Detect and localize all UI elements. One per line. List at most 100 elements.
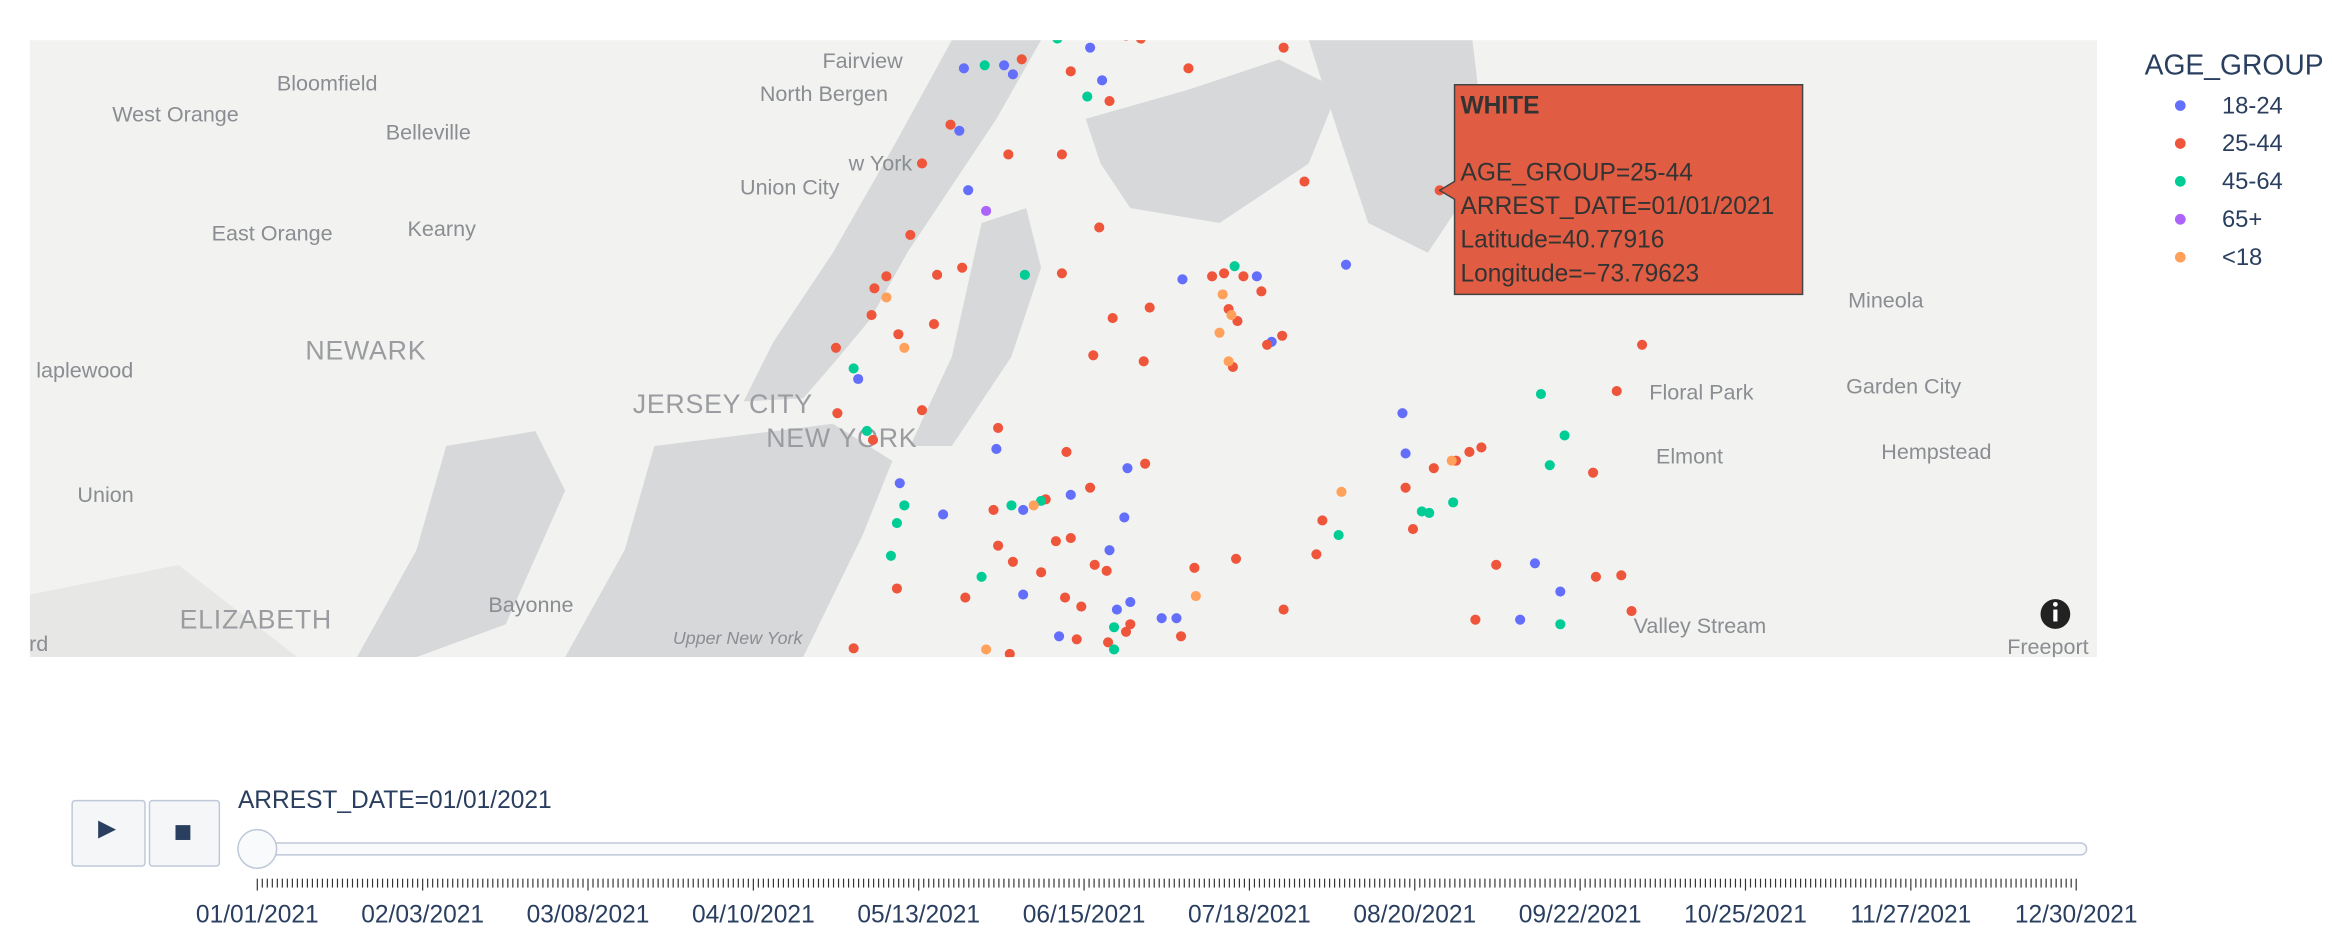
map-point[interactable]: [830, 342, 842, 353]
map-point[interactable]: [958, 63, 969, 74]
map-point[interactable]: [932, 269, 943, 280]
map-point[interactable]: [866, 310, 877, 321]
map-point[interactable]: [1515, 614, 1526, 625]
map-point[interactable]: [899, 500, 910, 511]
map-point[interactable]: [1056, 268, 1067, 279]
map-point[interactable]: [954, 125, 965, 136]
map-point[interactable]: [1120, 626, 1132, 637]
map-point[interactable]: [1061, 446, 1072, 458]
map-point[interactable]: [905, 229, 916, 240]
map-point[interactable]: [893, 329, 904, 340]
map-point[interactable]: [988, 504, 999, 515]
map-point[interactable]: [1125, 619, 1136, 630]
map-point[interactable]: [945, 119, 956, 130]
legend-marker[interactable]: [2174, 138, 2186, 149]
map-point[interactable]: [1018, 504, 1029, 515]
map-point[interactable]: [960, 592, 971, 603]
map-point[interactable]: [1121, 31, 1131, 41]
map-point[interactable]: [861, 425, 873, 436]
map-point[interactable]: [1156, 613, 1167, 624]
map-point[interactable]: [1175, 631, 1187, 642]
map-point[interactable]: [979, 60, 990, 71]
map-point[interactable]: [1626, 606, 1637, 617]
map-point[interactable]: [1111, 604, 1122, 615]
map-point[interactable]: [832, 408, 843, 419]
map-point[interactable]: [1101, 565, 1112, 576]
map-point[interactable]: [1125, 596, 1136, 608]
map-point[interactable]: [1071, 634, 1082, 645]
map-point[interactable]: [891, 518, 902, 529]
map-point[interactable]: [1400, 448, 1411, 459]
map-point[interactable]: [1230, 553, 1242, 564]
map-point[interactable]: [1299, 176, 1310, 187]
map-point[interactable]: [1018, 589, 1029, 600]
map-point[interactable]: [1223, 356, 1234, 367]
map-point[interactable]: [881, 292, 892, 303]
map-point[interactable]: [1059, 592, 1071, 603]
map-point[interactable]: [963, 185, 974, 196]
map-point[interactable]: [981, 644, 992, 655]
map-point[interactable]: [1036, 495, 1047, 506]
map-point[interactable]: [1446, 455, 1457, 466]
map-point[interactable]: [869, 283, 880, 294]
map-point[interactable]: [1177, 274, 1188, 285]
map-point[interactable]: [993, 540, 1004, 551]
map-point[interactable]: [938, 509, 949, 520]
play-button[interactable]: [71, 799, 146, 867]
map-point[interactable]: [1065, 489, 1076, 500]
map-point[interactable]: [1088, 350, 1099, 361]
map-point[interactable]: [1140, 458, 1151, 469]
map-point[interactable]: [1085, 482, 1096, 493]
map-point[interactable]: [999, 60, 1010, 71]
map-point[interactable]: [1262, 339, 1273, 350]
map-point[interactable]: [1190, 590, 1201, 602]
map-point[interactable]: [1007, 556, 1018, 567]
map-point[interactable]: [1278, 42, 1289, 53]
map-point[interactable]: [976, 571, 987, 582]
legend-label[interactable]: 25-44: [2222, 130, 2283, 157]
map-point[interactable]: [1094, 222, 1105, 233]
legend-marker[interactable]: [2174, 176, 2186, 187]
map-point[interactable]: [916, 405, 928, 416]
map-point[interactable]: [1136, 34, 1146, 44]
map-point[interactable]: [1019, 269, 1030, 280]
map-point[interactable]: [1256, 286, 1267, 297]
map-point[interactable]: [1400, 482, 1411, 493]
map-point[interactable]: [1535, 388, 1546, 400]
info-icon[interactable]: [2040, 599, 2071, 629]
map-point[interactable]: [1006, 500, 1017, 511]
map-point[interactable]: [1016, 54, 1027, 65]
stop-button[interactable]: [148, 799, 221, 867]
map-point[interactable]: [928, 319, 940, 330]
map-point[interactable]: [1219, 268, 1230, 279]
map-point[interactable]: [1144, 302, 1155, 313]
legend-marker[interactable]: [2174, 100, 2186, 111]
map-point[interactable]: [1109, 644, 1120, 655]
map-point[interactable]: [1251, 271, 1262, 282]
map-point[interactable]: [1103, 637, 1114, 648]
map-point[interactable]: [1028, 500, 1039, 511]
map-point[interactable]: [1217, 289, 1228, 300]
map-point[interactable]: [1229, 261, 1240, 272]
map-point[interactable]: [891, 583, 902, 594]
map-point[interactable]: [1082, 91, 1093, 102]
map-point[interactable]: [1336, 486, 1347, 497]
map-point[interactable]: [1559, 430, 1570, 441]
map-point[interactable]: [867, 434, 879, 445]
map-point[interactable]: [1637, 339, 1648, 350]
legend-label[interactable]: <18: [2222, 244, 2262, 271]
map-point[interactable]: [1138, 356, 1149, 367]
legend-marker[interactable]: [2174, 251, 2186, 263]
map-point[interactable]: [1036, 567, 1047, 578]
map-point[interactable]: [1555, 619, 1566, 630]
map-point[interactable]: [1277, 330, 1288, 341]
map-point[interactable]: [1214, 327, 1225, 338]
map-point[interactable]: [1054, 631, 1065, 642]
map-point[interactable]: [981, 205, 992, 216]
legend-label[interactable]: 65+: [2222, 206, 2262, 233]
map-point[interactable]: [1183, 63, 1194, 74]
map-point[interactable]: [1052, 34, 1063, 44]
map-point[interactable]: [1611, 385, 1622, 397]
map-point[interactable]: [1424, 507, 1435, 518]
map-point[interactable]: [991, 443, 1002, 455]
